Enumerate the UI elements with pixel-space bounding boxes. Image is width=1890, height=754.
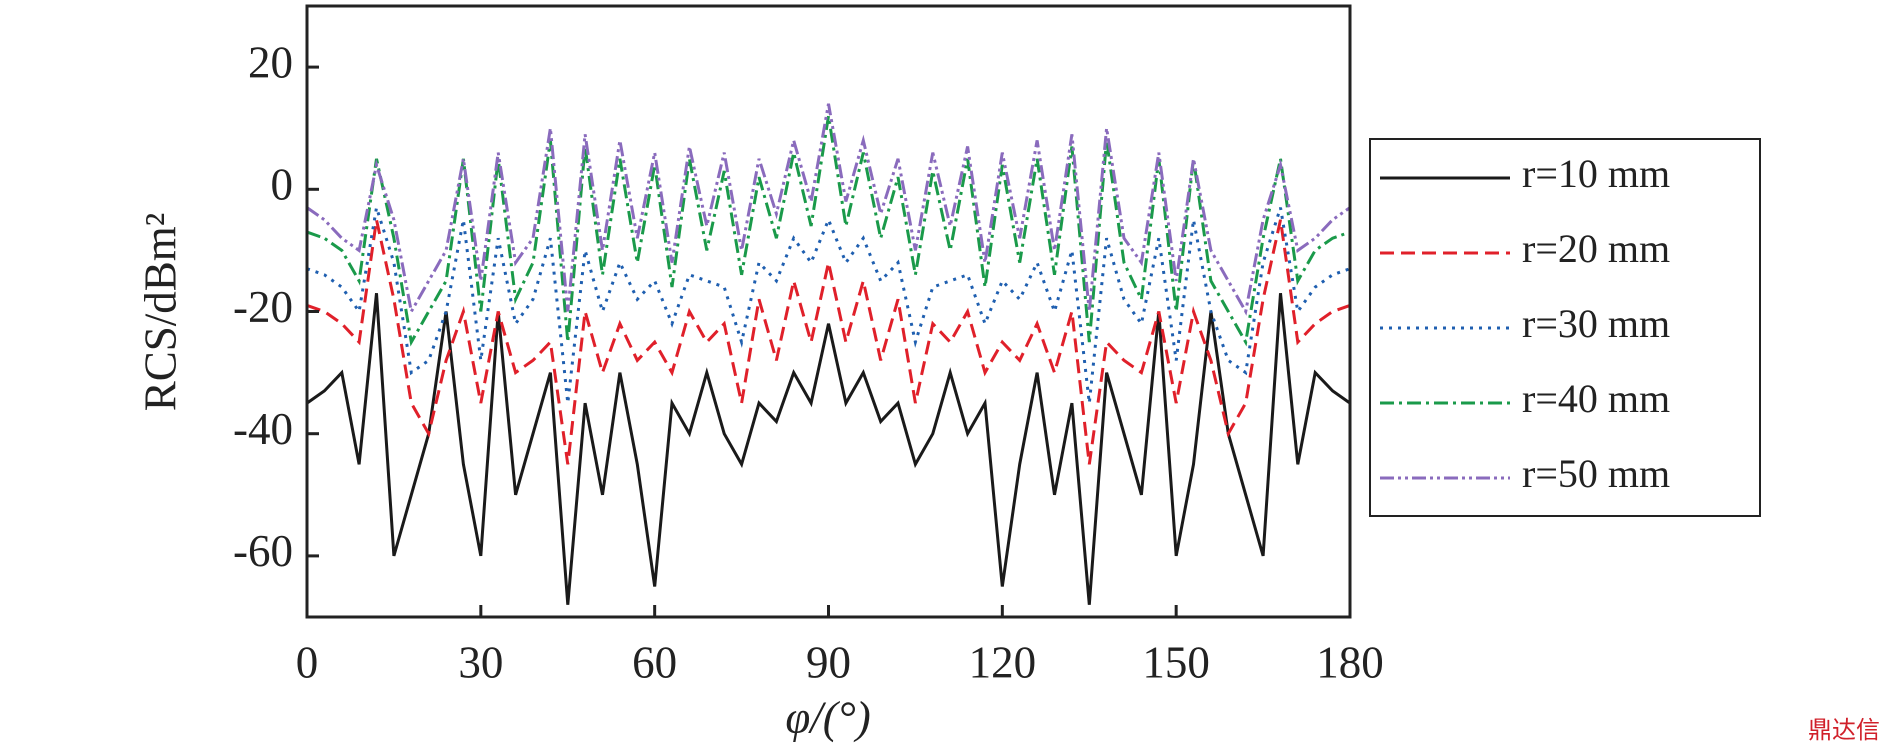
- y-tick-label: -20: [233, 282, 293, 332]
- x-tick-label: 90: [806, 637, 851, 687]
- x-tick-label: 60: [632, 637, 677, 687]
- legend-label: r=20 mm: [1522, 226, 1670, 271]
- series-line: [306, 115, 1351, 347]
- y-tick-label: 20: [248, 37, 293, 87]
- legend-label: r=40 mm: [1522, 376, 1670, 421]
- legend-label: r=30 mm: [1522, 301, 1670, 346]
- y-axis-label: RCS/dBm²: [135, 213, 185, 412]
- watermark: 鼎达信: [1808, 716, 1880, 744]
- legend-label: r=50 mm: [1522, 451, 1670, 496]
- y-tick-label: 0: [271, 160, 294, 210]
- series-line: [306, 293, 1351, 605]
- legend-label: r=10 mm: [1522, 151, 1670, 196]
- x-tick-label: 0: [296, 637, 319, 687]
- series-line: [306, 219, 1351, 465]
- x-axis-label: φ/(°): [785, 692, 870, 742]
- series-line: [306, 103, 1351, 316]
- series-line: [306, 207, 1351, 404]
- x-tick-label: 180: [1316, 637, 1384, 687]
- x-tick-label: 120: [969, 637, 1037, 687]
- y-tick-label: -60: [233, 526, 293, 576]
- x-tick-label: 150: [1142, 637, 1210, 687]
- y-tick-label: -40: [233, 404, 293, 454]
- x-tick-label: 30: [458, 637, 503, 687]
